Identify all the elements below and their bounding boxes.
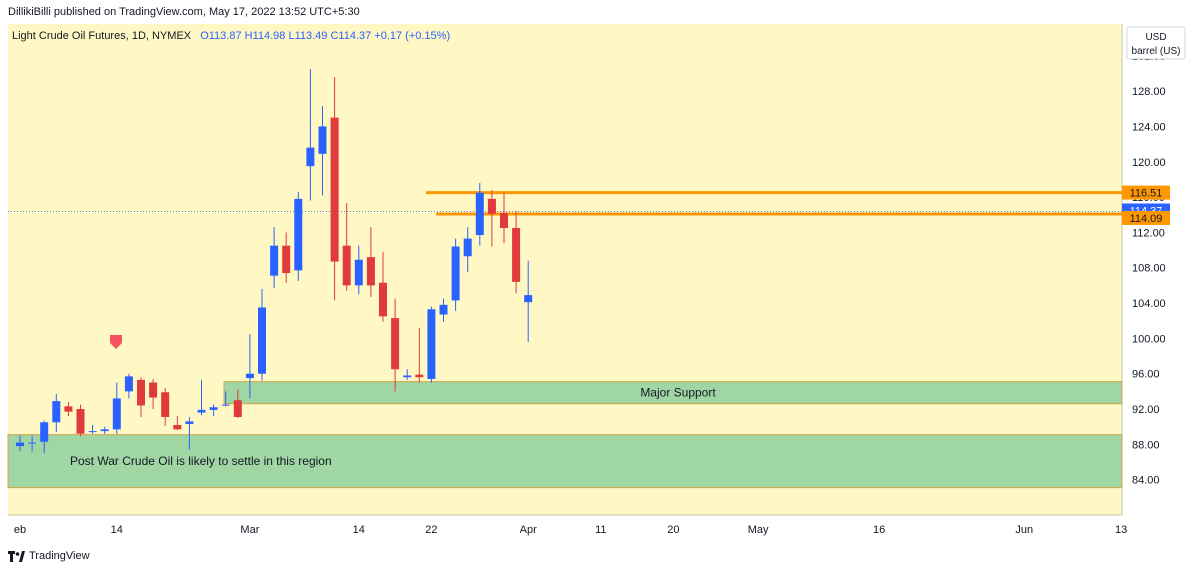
time-tick-label: 14 bbox=[353, 524, 365, 536]
price-label-box bbox=[1122, 185, 1170, 200]
candle-body bbox=[306, 147, 315, 167]
candle-body bbox=[342, 245, 351, 286]
time-ticks: eb 14 Mar 14 22 Apr 11 20 May 16 Jun 13 bbox=[14, 524, 1127, 536]
candle-body bbox=[185, 421, 194, 425]
zone-box bbox=[223, 381, 1123, 405]
time-tick-label: 16 bbox=[873, 524, 885, 536]
candle-body bbox=[161, 392, 170, 417]
price-tick-label: 100.00 bbox=[1132, 333, 1166, 345]
candle-body bbox=[500, 212, 508, 228]
candle-body bbox=[112, 398, 121, 430]
plot-area[interactable] bbox=[8, 24, 1122, 515]
publish-line: DillikiBilli published on TradingView.co… bbox=[8, 6, 360, 18]
candle-body bbox=[391, 318, 400, 370]
footer-brand[interactable]: TradingView bbox=[8, 547, 90, 565]
candle-body bbox=[197, 409, 206, 413]
candle-body bbox=[463, 238, 472, 257]
price-axis[interactable] bbox=[1122, 24, 1200, 515]
candle-body bbox=[258, 307, 266, 374]
candle-body bbox=[318, 126, 327, 154]
candle-body bbox=[149, 382, 158, 398]
time-tick-label: 22 bbox=[425, 524, 437, 536]
time-tick-label: Apr bbox=[520, 524, 537, 536]
candle-body bbox=[487, 198, 496, 214]
price-tick-label: 120.00 bbox=[1132, 157, 1166, 169]
currency-label: USD bbox=[1145, 32, 1166, 43]
time-tick-label: eb bbox=[14, 524, 26, 536]
currency-unit-box[interactable] bbox=[1126, 26, 1186, 60]
candle-body bbox=[64, 406, 73, 412]
price-tick-label: 104.00 bbox=[1132, 298, 1166, 310]
legend-ohlc: O113.87 H114.98 L113.49 C114.37 +0.17 (+… bbox=[200, 30, 450, 42]
publish-info: DillikiBilli published on TradingView.co… bbox=[0, 0, 1200, 24]
price-tick-label: 108.00 bbox=[1132, 263, 1166, 275]
candle-body bbox=[415, 374, 424, 378]
price-tick-label: 112.00 bbox=[1132, 227, 1165, 239]
candle-body bbox=[28, 442, 37, 444]
unit-label: barrel (US) bbox=[1132, 46, 1181, 57]
price-tick-label: 96.00 bbox=[1132, 369, 1160, 381]
candle-body bbox=[475, 192, 484, 236]
candle-body bbox=[137, 379, 145, 406]
time-tick-label: Mar bbox=[240, 524, 259, 536]
price-tick-label: 128.00 bbox=[1132, 86, 1166, 98]
candle-body bbox=[124, 376, 133, 392]
candle-body bbox=[173, 424, 182, 430]
candle-body bbox=[427, 309, 436, 380]
price-tick-label: 124.00 bbox=[1132, 121, 1166, 133]
time-tick-label: 11 bbox=[595, 524, 606, 536]
candle-body bbox=[282, 245, 291, 274]
price-tick-label: 92.00 bbox=[1132, 404, 1160, 416]
candle-body bbox=[88, 431, 97, 433]
candle-body bbox=[330, 117, 339, 262]
candle-body bbox=[16, 442, 24, 447]
zones-layer: Major Support Post War Crude Oil is likel… bbox=[7, 381, 1123, 489]
candle-body bbox=[379, 282, 387, 317]
candle-body bbox=[439, 304, 448, 315]
price-label-text: 114.09 bbox=[1130, 213, 1163, 225]
candle-body bbox=[221, 404, 230, 406]
chart-legend: Light Crude Oil Futures, 1D, NYMEX O113.… bbox=[12, 30, 450, 42]
legend-title: Light Crude Oil Futures, 1D, NYMEX bbox=[12, 30, 192, 42]
time-tick-label: May bbox=[748, 524, 769, 536]
price-label-text: 116.51 bbox=[1130, 188, 1163, 200]
candle-body bbox=[100, 429, 109, 432]
levels-layer bbox=[8, 191, 1122, 216]
time-axis[interactable] bbox=[8, 515, 1122, 547]
time-tick-label: 14 bbox=[111, 524, 123, 536]
price-tick-label: 84.00 bbox=[1132, 475, 1160, 487]
candle-body bbox=[245, 373, 254, 379]
candle-body bbox=[233, 400, 242, 417]
candle-body bbox=[270, 245, 279, 276]
price-tick-label: 88.00 bbox=[1132, 439, 1160, 451]
candle-body bbox=[354, 259, 363, 286]
footer-brand-label: TradingView bbox=[29, 550, 90, 562]
candle-body bbox=[512, 227, 521, 282]
candle-body bbox=[524, 295, 533, 303]
candle-body bbox=[451, 246, 460, 301]
price-label-box bbox=[1122, 210, 1170, 225]
candle-body bbox=[40, 422, 49, 442]
candle-body bbox=[403, 375, 412, 378]
time-tick-label: Jun bbox=[1015, 524, 1033, 536]
signal-marker bbox=[110, 335, 122, 349]
candles-layer bbox=[16, 69, 533, 454]
candle-body bbox=[209, 407, 218, 410]
price-chart[interactable]: Major Support Post War Crude Oil is likel… bbox=[0, 24, 1200, 547]
time-tick-label: 13 bbox=[1115, 524, 1127, 536]
candle-body bbox=[294, 198, 303, 271]
zone-label: Major Support bbox=[640, 386, 716, 400]
candle-body bbox=[76, 409, 85, 434]
time-tick-label: 20 bbox=[667, 524, 679, 536]
zone-box bbox=[7, 434, 1123, 489]
zone-label: Post War Crude Oil is likely to settle i… bbox=[70, 454, 332, 468]
candle-body bbox=[366, 257, 375, 286]
candle-body bbox=[52, 401, 61, 423]
tradingview-logo-icon bbox=[8, 550, 25, 562]
